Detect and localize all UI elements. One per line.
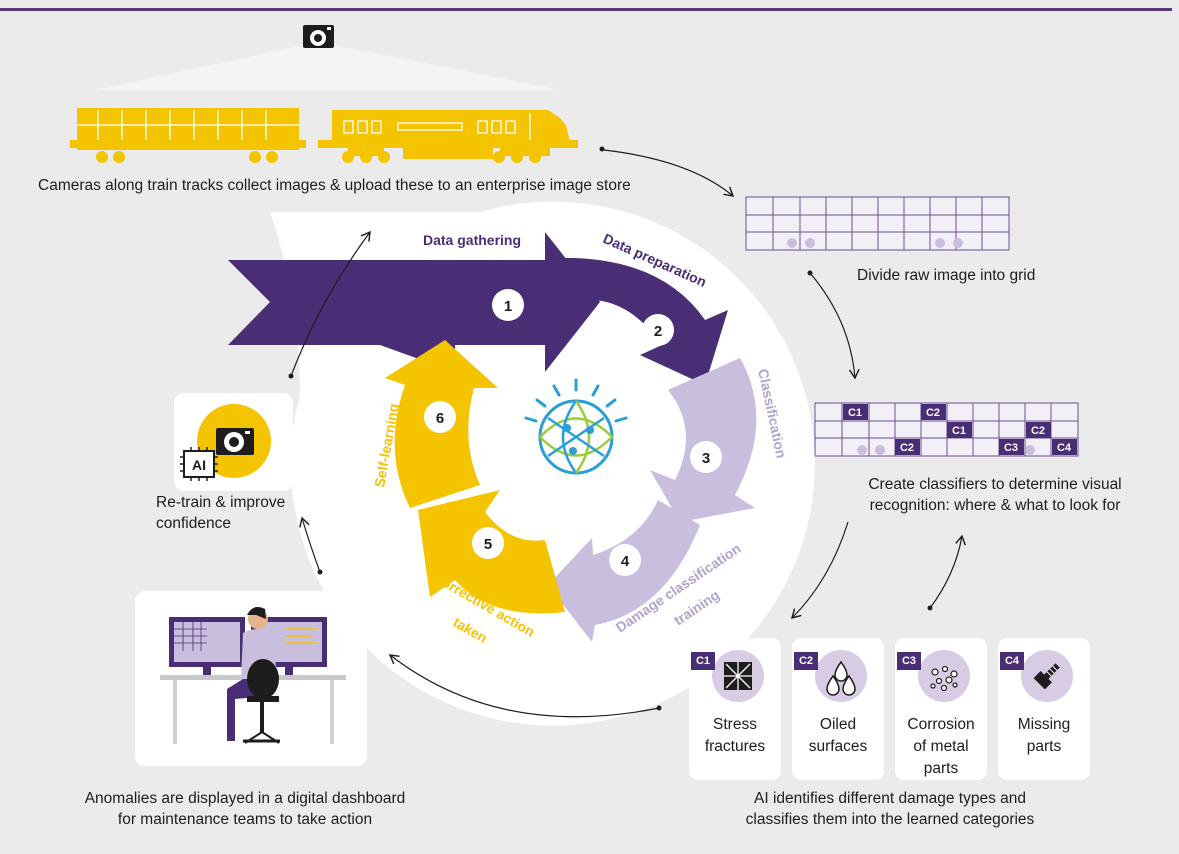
classifier-tag: C1	[848, 407, 862, 419]
caption-cameras: Cameras along train tracks collect image…	[38, 177, 631, 194]
damage-label: Oiled surfaces	[792, 714, 884, 758]
classifier-grid	[814, 402, 1079, 457]
damage-label-line: surfaces	[808, 738, 868, 755]
damage-code-badge: C1	[691, 652, 715, 670]
operator-at-monitors-illustration	[160, 607, 346, 744]
camera-view-cone	[95, 42, 560, 90]
step-label-data-gathering: Data gathering	[423, 232, 521, 248]
damage-label-line: fractures	[704, 738, 766, 755]
classifier-tag: C1	[952, 425, 966, 437]
caption-identify: AI identifies different damage types and…	[690, 788, 1090, 830]
damage-card-corrosion: C3 Corrosion of metal parts	[895, 638, 987, 780]
ai-badge: AI	[192, 457, 206, 473]
damage-icon-disc	[815, 650, 867, 702]
step-number: 5	[484, 536, 492, 553]
damage-label: Corrosion of metal parts	[895, 714, 987, 780]
step-number: 4	[621, 553, 630, 570]
damage-label-line: Oiled	[819, 716, 857, 733]
camera-icon	[303, 25, 334, 48]
step-number: 3	[702, 450, 710, 467]
classifier-tag: C2	[926, 407, 940, 419]
caption-dashboard-line2: for maintenance teams to take action	[117, 811, 373, 828]
step-number: 1	[504, 298, 512, 315]
step-number-circles	[424, 289, 722, 576]
damage-label-line: parts	[923, 760, 959, 777]
retrain-card: AI	[174, 393, 293, 491]
damage-label-line: Corrosion	[907, 716, 975, 733]
oil-drops-icon	[826, 660, 856, 696]
classifier-tag: C4	[1057, 442, 1072, 454]
freight-wagon	[70, 108, 306, 163]
caption-identify-line1: AI identifies different damage types and	[754, 790, 1026, 807]
connector-arrows	[290, 149, 966, 718]
watson-globe-icon	[524, 378, 628, 475]
locomotive	[318, 110, 578, 163]
arrow-classification	[650, 358, 757, 522]
corrosion-icon	[930, 665, 958, 692]
connector-dots	[288, 146, 933, 711]
classifier-tag: C3	[1004, 442, 1018, 454]
damage-label: Stress fractures	[689, 714, 781, 758]
caption-classifiers-line2: recognition: where & what to look for	[869, 497, 1121, 514]
bolt-icon	[1033, 663, 1060, 690]
caption-grid: Divide raw image into grid	[857, 267, 1036, 284]
arrow-data-preparation	[555, 257, 728, 385]
damage-label-line: Stress	[713, 716, 757, 733]
step-number: 6	[436, 410, 444, 427]
ai-camera-icon: AI	[180, 404, 271, 481]
arrow-data-gathering	[228, 232, 600, 372]
caption-retrain-line1: Re-train & improve	[156, 494, 286, 511]
classifier-tag: C2	[1031, 425, 1045, 437]
top-rule	[0, 8, 1172, 11]
caption-classifiers-line1: Create classifiers to determine visual	[868, 476, 1122, 493]
damage-code-badge: C3	[897, 652, 921, 670]
damage-card-missing-parts: C4 Missing parts	[998, 638, 1090, 780]
classifier-tag: C2	[900, 442, 914, 454]
damage-label-line: parts	[1026, 738, 1062, 755]
grid-image	[745, 196, 1010, 251]
damage-icon-disc	[712, 650, 764, 702]
caption-classifiers: Create classifiers to determine visual r…	[840, 474, 1150, 516]
damage-label-line: Missing	[1017, 716, 1071, 733]
caption-dashboard-line1: Anomalies are displayed in a digital das…	[84, 790, 406, 807]
caption-dashboard: Anomalies are displayed in a digital das…	[20, 788, 470, 830]
damage-card-stress-fractures: C1 Stress fractures	[689, 638, 781, 780]
damage-icon-disc	[1021, 650, 1073, 702]
stress-fracture-icon	[724, 662, 752, 690]
classifier-tags: C1 C2 C1 C2 C2 C3 C4	[848, 407, 1072, 454]
damage-card-oiled-surfaces: C2 Oiled surfaces	[792, 638, 884, 780]
step-number: 2	[654, 323, 662, 340]
damage-icon-disc	[918, 650, 970, 702]
dashboard-card	[135, 591, 367, 766]
caption-retrain-line2: confidence	[156, 515, 231, 532]
damage-label-line: of metal	[913, 738, 969, 755]
damage-code-badge: C2	[794, 652, 818, 670]
damage-label: Missing parts	[998, 714, 1090, 758]
damage-code-badge: C4	[1000, 652, 1024, 670]
caption-retrain: Re-train & improve confidence	[156, 492, 285, 534]
caption-identify-line2: classifies them into the learned categor…	[745, 811, 1035, 828]
